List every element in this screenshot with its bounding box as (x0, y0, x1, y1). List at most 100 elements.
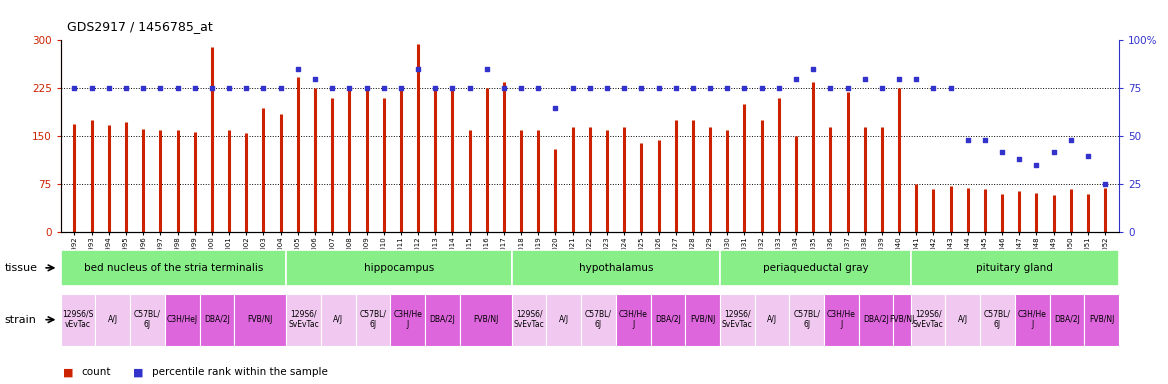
Point (202, 85, 221, 91)
Point (855, 76, 874, 82)
Point (1096, 181, 1114, 187)
Text: C57BL/
6J: C57BL/ 6J (134, 310, 161, 329)
Point (1010, 156, 1029, 162)
Point (391, 85, 410, 91)
Text: hypothalamus: hypothalamus (578, 263, 653, 273)
Text: hippocampus: hippocampus (364, 263, 434, 273)
Point (168, 85, 187, 91)
Text: A/J: A/J (767, 315, 777, 324)
Text: count: count (82, 367, 111, 377)
Text: A/J: A/J (958, 315, 968, 324)
Point (220, 85, 238, 91)
Text: C3H/He
J: C3H/He J (394, 310, 422, 329)
Text: C57BL/
6J: C57BL/ 6J (983, 310, 1011, 329)
Point (924, 85, 943, 91)
Point (735, 85, 753, 91)
Point (683, 85, 702, 91)
Point (667, 85, 686, 91)
Point (975, 137, 994, 143)
Point (1044, 149, 1063, 155)
Point (906, 76, 925, 82)
Text: bed nucleus of the stria terminalis: bed nucleus of the stria terminalis (84, 263, 263, 273)
Text: DBA/2J: DBA/2J (863, 315, 889, 324)
Text: GDS2917 / 1456785_at: GDS2917 / 1456785_at (67, 20, 213, 33)
Text: DBA/2J: DBA/2J (1054, 315, 1080, 324)
Text: percentile rank within the sample: percentile rank within the sample (152, 367, 328, 377)
Point (804, 66, 822, 72)
Text: C3H/He
J: C3H/He J (827, 310, 856, 329)
Text: C3H/HeJ: C3H/HeJ (167, 315, 197, 324)
Point (322, 85, 341, 91)
Point (357, 85, 376, 91)
Text: C57BL/
6J: C57BL/ 6J (585, 310, 612, 329)
Point (614, 85, 633, 91)
Point (770, 85, 788, 91)
Point (993, 149, 1011, 155)
Text: FVB/NJ: FVB/NJ (248, 315, 273, 324)
Point (375, 85, 394, 91)
Text: C3H/He
J: C3H/He J (619, 310, 647, 329)
Point (547, 104, 565, 111)
Point (649, 85, 668, 91)
Text: C3H/He
J: C3H/He J (1017, 310, 1047, 329)
Text: FVB/NJ: FVB/NJ (1089, 315, 1114, 324)
Point (872, 85, 891, 91)
Point (478, 66, 496, 72)
Text: pituitary gland: pituitary gland (976, 263, 1054, 273)
Point (409, 66, 427, 72)
Point (65, 85, 84, 91)
Point (598, 85, 617, 91)
Point (632, 85, 651, 91)
Point (288, 66, 307, 72)
Text: 129S6/
SvEvTac: 129S6/ SvEvTac (288, 310, 319, 329)
Point (1027, 162, 1045, 168)
Text: 129S6/
SvEvTac: 129S6/ SvEvTac (514, 310, 544, 329)
Point (1079, 152, 1098, 159)
Text: A/J: A/J (107, 315, 118, 324)
Text: strain: strain (5, 314, 36, 325)
Text: 129S6/
SvEvTac: 129S6/ SvEvTac (912, 310, 944, 329)
Text: C57BL/
6J: C57BL/ 6J (360, 310, 387, 329)
Point (580, 85, 599, 91)
Point (255, 85, 273, 91)
Point (443, 85, 461, 91)
Point (494, 85, 513, 91)
Text: 129S6/S
vEvTac: 129S6/S vEvTac (62, 310, 93, 329)
Point (117, 85, 135, 91)
Text: A/J: A/J (333, 315, 343, 324)
Point (890, 76, 909, 82)
Text: DBA/2J: DBA/2J (204, 315, 230, 324)
Point (426, 85, 445, 91)
Text: FVB/NJ: FVB/NJ (690, 315, 715, 324)
Text: FVB/NJ: FVB/NJ (473, 315, 499, 324)
Point (306, 76, 325, 82)
Point (701, 85, 719, 91)
Text: FVB/NJ: FVB/NJ (889, 315, 915, 324)
Text: DBA/2J: DBA/2J (430, 315, 456, 324)
Text: DBA/2J: DBA/2J (655, 315, 681, 324)
Point (959, 137, 978, 143)
Text: A/J: A/J (558, 315, 569, 324)
Point (186, 85, 204, 91)
Text: tissue: tissue (5, 263, 37, 273)
Point (99, 85, 118, 91)
Point (82, 85, 100, 91)
Point (786, 76, 805, 82)
Point (134, 85, 153, 91)
Text: periaqueductal gray: periaqueductal gray (763, 263, 868, 273)
Point (512, 85, 530, 91)
Point (529, 85, 548, 91)
Point (563, 85, 582, 91)
Point (460, 85, 479, 91)
Point (237, 85, 256, 91)
Text: ■: ■ (133, 367, 144, 377)
Point (340, 85, 359, 91)
Point (718, 85, 737, 91)
Point (271, 85, 290, 91)
Point (839, 85, 857, 91)
Point (821, 85, 840, 91)
Text: C57BL/
6J: C57BL/ 6J (793, 310, 820, 329)
Point (1062, 137, 1080, 143)
Point (752, 85, 771, 91)
Text: ■: ■ (63, 367, 74, 377)
